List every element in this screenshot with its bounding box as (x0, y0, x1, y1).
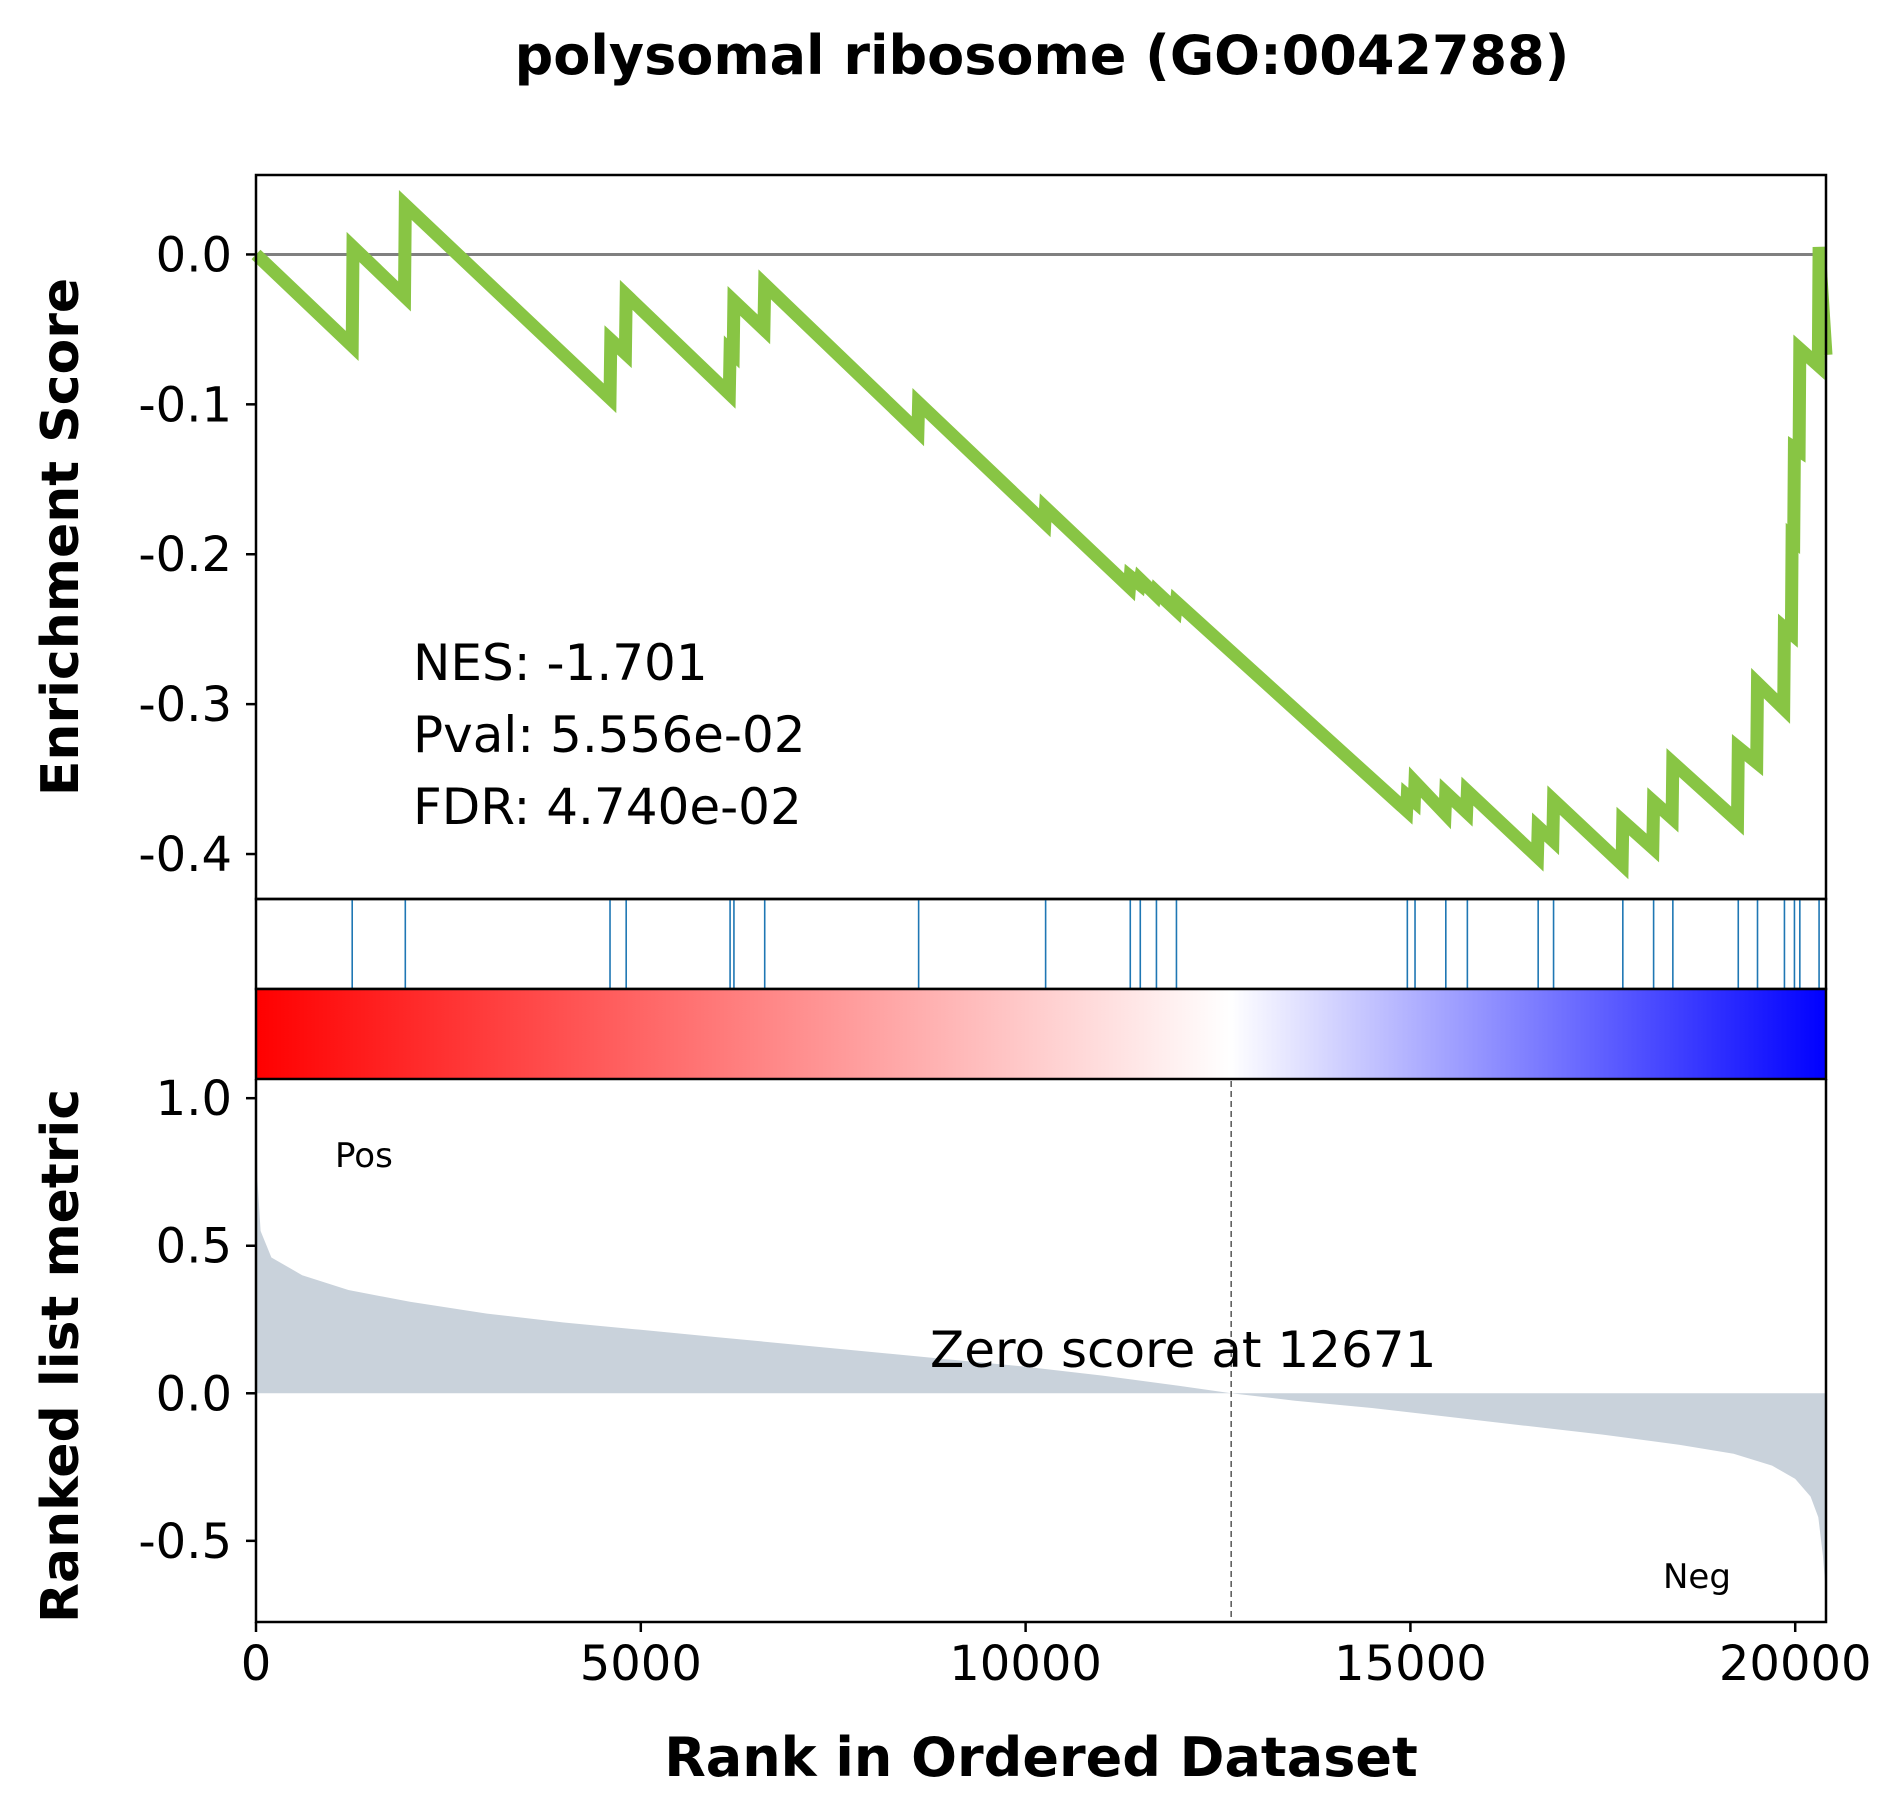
metric-y-tick-label: 1.0 (156, 1071, 232, 1127)
chart-title: polysomal ribosome (GO:0042788) (515, 24, 1570, 87)
neg-label: Neg (1663, 1557, 1731, 1597)
es-y-ticks: 0.0 -0.1 -0.2 -0.3 -0.4 (138, 227, 256, 883)
metric-y-tick-label: -0.5 (138, 1514, 232, 1570)
es-y-tick-label: -0.2 (138, 527, 232, 583)
es-y-tick-label: -0.1 (138, 377, 232, 433)
metric-area (256, 1086, 1826, 1594)
metric-ylabel: Ranked list metric (31, 1089, 91, 1623)
x-tick-label: 0 (241, 1636, 272, 1692)
x-tick-label: 15000 (1334, 1636, 1487, 1692)
metric-panel-frame (254, 1079, 1828, 1624)
nes-label: NES: -1.701 (413, 634, 708, 692)
fdr-label: FDR: 4.740e-02 (413, 778, 802, 836)
x-axis-label: Rank in Ordered Dataset (664, 1726, 1418, 1789)
hits-panel-frame (254, 897, 1828, 991)
rank-heatmap-bar (254, 987, 1828, 1081)
es-y-tick-label: 0.0 (156, 227, 232, 283)
metric-panel: Zero score at 12671 Pos Neg 1.0 0.5 0.0 -0.… (31, 1071, 1828, 1624)
pos-label: Pos (335, 1136, 393, 1176)
hit-lines (351, 899, 1820, 989)
es-curve (251, 190, 1833, 880)
metric-y-tick-label: 0.5 (156, 1219, 232, 1275)
metric-y-ticks: 1.0 0.5 0.0 -0.5 (138, 1071, 256, 1570)
es-panel: 0.0 -0.1 -0.2 -0.3 -0.4 NES: -1.701 Pval: 5.… (31, 173, 1833, 901)
x-tick-label: 20000 (1719, 1636, 1872, 1692)
x-tick-label: 10000 (949, 1636, 1102, 1692)
es-ylabel: Enrichment Score (31, 278, 91, 796)
zero-score-label: Zero score at 12671 (930, 1321, 1436, 1379)
es-y-tick-label: -0.3 (138, 677, 232, 733)
hits-panel (254, 897, 1828, 991)
metric-y-tick-label: 0.0 (156, 1366, 232, 1422)
x-axis-ticks: 0 5000 10000 15000 20000 (241, 1622, 1872, 1692)
es-y-tick-label: -0.4 (138, 827, 232, 883)
x-tick-label: 5000 (580, 1636, 702, 1692)
pval-label: Pval: 5.556e-02 (413, 706, 806, 764)
